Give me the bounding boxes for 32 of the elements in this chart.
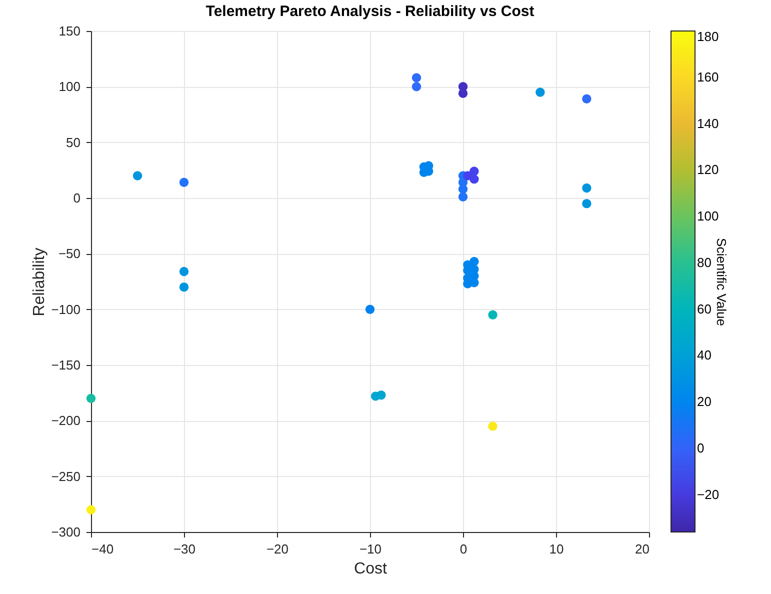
y-tick-label: −200 <box>51 413 80 428</box>
color-bar-title: Scientific Value <box>714 238 729 326</box>
color-bar-label: 140 <box>697 116 719 131</box>
y-tick-label: 150 <box>58 24 80 38</box>
color-bar-label: 100 <box>697 208 719 224</box>
color-bar-label: 40 <box>697 348 712 363</box>
y-tick-label: 0 <box>73 190 80 206</box>
y-axis-title: Reliability <box>31 248 48 316</box>
x-axis-title: Cost <box>354 560 388 578</box>
y-tick-label: −300 <box>51 524 80 540</box>
y-tick-label: −100 <box>51 302 80 317</box>
x-tick-label: 20 <box>635 542 650 556</box>
color-bar-label: 0 <box>697 440 704 456</box>
color-bar-label: 180 <box>697 29 719 44</box>
y-tick-label: −250 <box>51 468 80 484</box>
y-tick-label: 100 <box>58 79 80 94</box>
color-bar-label: 80 <box>697 254 712 270</box>
y-tick-label: −50 <box>58 246 80 262</box>
color-bar-label: 20 <box>697 394 712 410</box>
x-tick-label: −30 <box>173 542 196 556</box>
x-tick-label: 10 <box>549 542 564 556</box>
color-bar-label: 160 <box>697 69 719 84</box>
color-bar-label: 60 <box>697 301 712 316</box>
color-bar-label: −20 <box>697 486 720 502</box>
y-tick-label: 50 <box>66 134 80 150</box>
x-tick-label: −10 <box>359 542 382 556</box>
x-tick-label: −40 <box>92 542 114 556</box>
y-tick-label: −150 <box>51 358 80 372</box>
x-tick-label: −20 <box>266 542 289 556</box>
chart-title: Telemetry Pareto Analysis - Reliability vs Cost <box>206 3 534 20</box>
color-bar-label: 120 <box>697 162 719 178</box>
x-tick-label: 0 <box>460 542 468 556</box>
